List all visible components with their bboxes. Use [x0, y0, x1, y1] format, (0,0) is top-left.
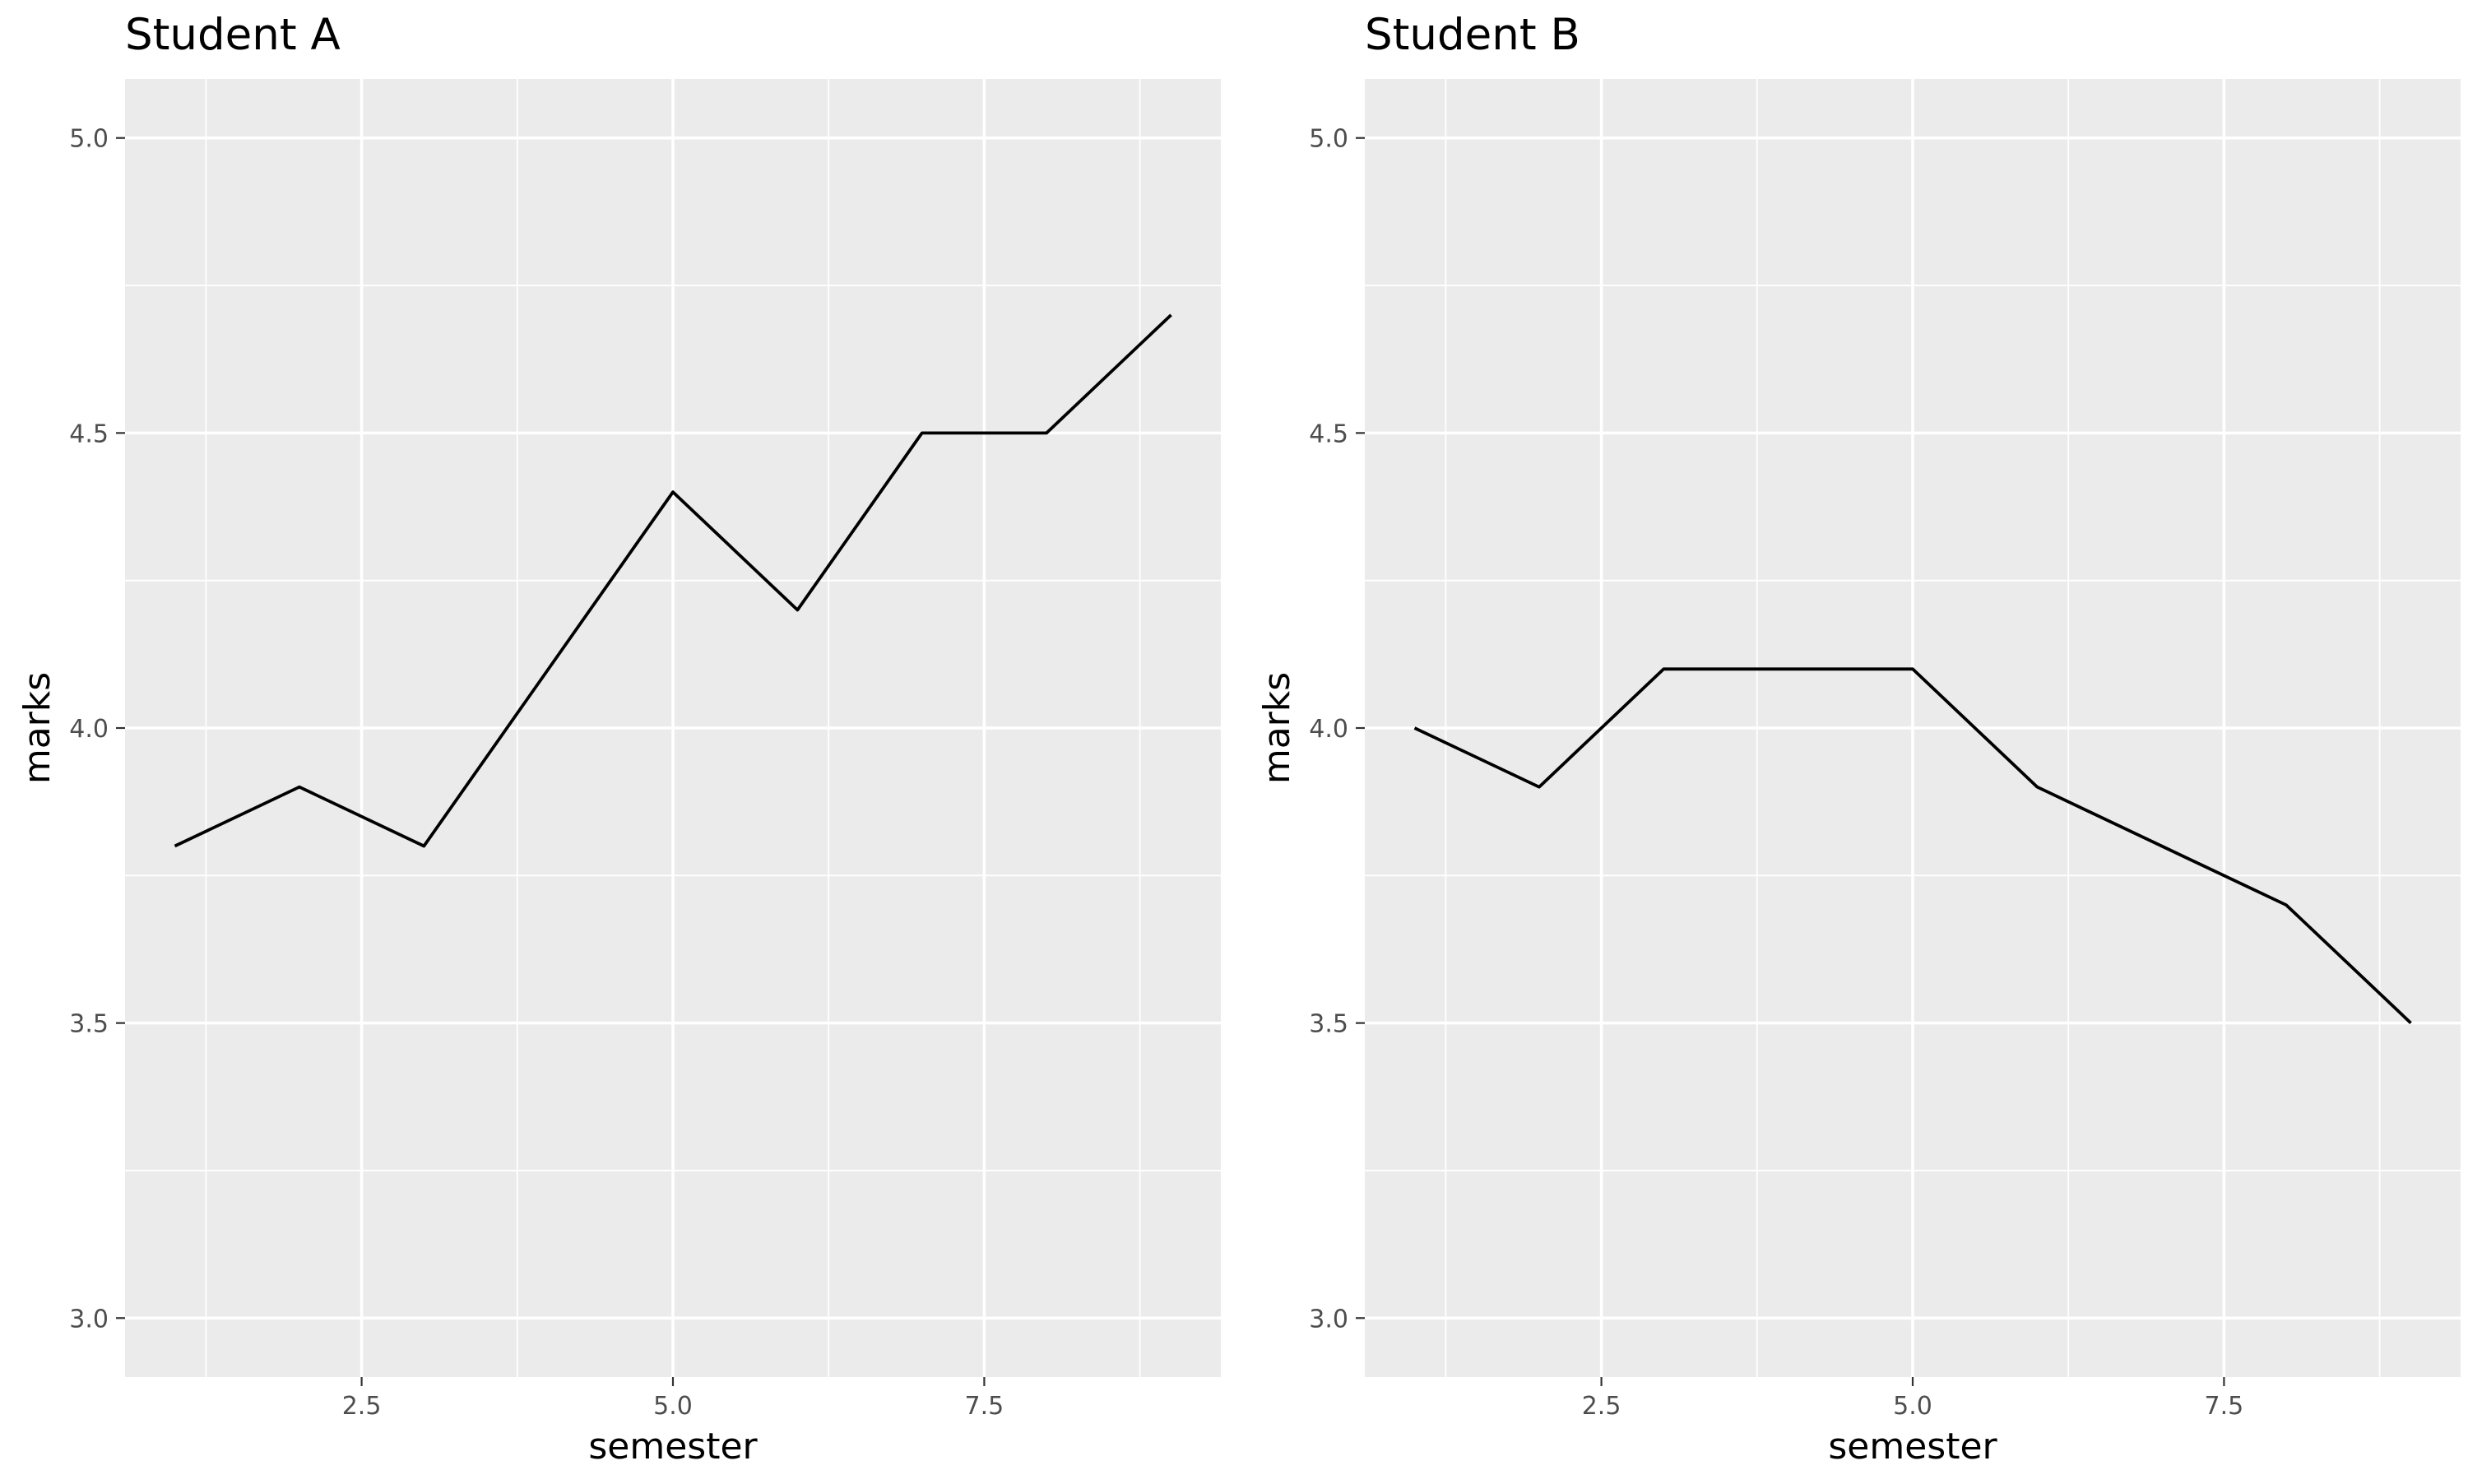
x-tick-label: 7.5	[965, 1392, 1004, 1421]
series-line	[1413, 667, 2412, 1024]
y-tick-label: 4.0	[1309, 715, 1348, 744]
x-axis-title: semester	[1828, 1426, 1997, 1468]
y-tick-label: 4.0	[69, 715, 109, 744]
x-tick-label: 5.0	[1893, 1392, 1932, 1421]
chart-panel-1: 3.0 3.5 4.0 4.5 5.0 2.5 5.0 7.5 semester marks Stu…	[16, 10, 1221, 1468]
y-tick-label: 4.5	[1309, 420, 1348, 448]
chart-panel-2: 3.0 3.5 4.0 4.5 5.0 2.5 5.0 7.5 semester marks Stu…	[1256, 10, 2461, 1468]
x-axis-title: semester	[588, 1426, 758, 1468]
y-axis-title: marks	[16, 672, 58, 784]
y-tick-label: 5.0	[1309, 125, 1348, 154]
chart-title: Student A	[125, 10, 341, 60]
y-tick-label: 4.5	[69, 420, 109, 448]
y-tick-label: 3.0	[69, 1305, 109, 1333]
x-tick-label: 2.5	[342, 1392, 382, 1421]
x-tick-label: 2.5	[1582, 1392, 1621, 1421]
y-tick-label: 3.5	[69, 1010, 109, 1039]
x-tick-label: 7.5	[2205, 1392, 2244, 1421]
x-tick-label: 5.0	[653, 1392, 693, 1421]
y-axis-title: marks	[1256, 672, 1298, 784]
chart-title: Student B	[1365, 10, 1580, 60]
series-line	[174, 313, 1172, 848]
y-tick-label: 3.5	[1309, 1010, 1348, 1039]
y-tick-label: 5.0	[69, 125, 109, 154]
y-tick-label: 3.0	[1309, 1305, 1348, 1333]
